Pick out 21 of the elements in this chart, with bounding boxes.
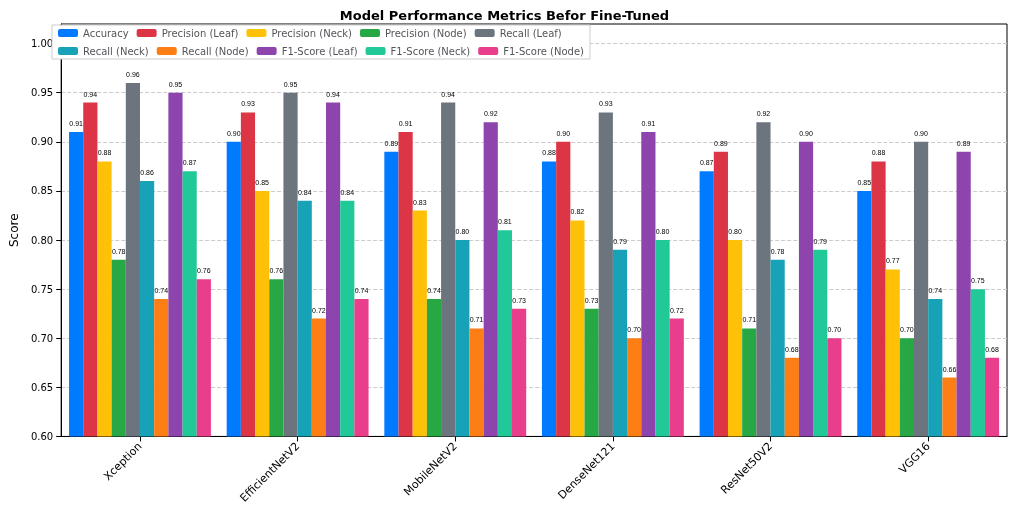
legend-label: Precision (Leaf)	[161, 27, 239, 39]
y-tick-label: 0.65	[30, 381, 54, 393]
legend-label: Recall (Leaf)	[499, 27, 562, 39]
legend-label: Recall (Node)	[181, 45, 249, 57]
legend-label: Recall (Neck)	[83, 45, 149, 57]
y-tick-label: 0.70	[30, 332, 54, 344]
y-tick-label: 0.80	[30, 234, 54, 246]
legend-label: F1-Score (Leaf)	[281, 45, 358, 57]
y-tick-label: 1.00	[30, 38, 54, 50]
y-tick-label: 0.95	[30, 87, 54, 99]
y-tick-label: 0.85	[30, 185, 54, 197]
legend-label: F1-Score (Neck)	[390, 45, 471, 57]
chart-title: Model Performance Metrics Befor Fine-Tuned	[339, 8, 670, 23]
legend-label: Accuracy	[83, 27, 129, 39]
y-tick-label: 0.60	[30, 430, 54, 442]
y-tick-label: 0.90	[30, 136, 54, 148]
legend-label: Precision (Neck)	[271, 27, 353, 39]
y-axis-title: Score	[7, 213, 21, 248]
legend-label: Precision (Node)	[384, 27, 467, 39]
y-tick-label: 0.75	[30, 283, 54, 295]
legend-label: F1-Score (Node)	[503, 45, 585, 57]
